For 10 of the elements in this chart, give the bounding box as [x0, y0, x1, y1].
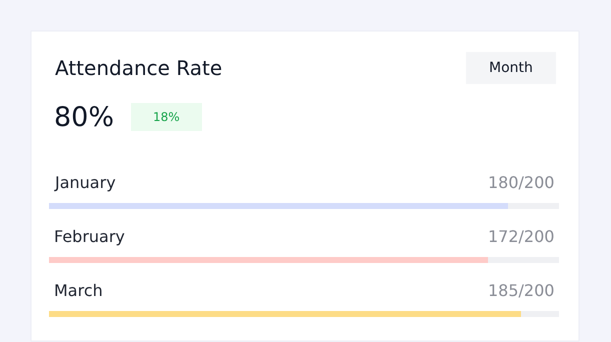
data-label: 185/200	[488, 281, 554, 300]
text: 80%	[54, 102, 114, 133]
text: 18%	[153, 110, 180, 124]
y-tick-label: January	[54, 173, 116, 192]
y-tick-label: March	[54, 281, 103, 300]
chart-title: Attendance Rate	[55, 56, 222, 80]
y-tick-label: February	[54, 227, 125, 246]
data-label: 172/200	[488, 227, 554, 246]
data-label: 180/200	[488, 173, 554, 192]
text: Month	[489, 60, 533, 76]
